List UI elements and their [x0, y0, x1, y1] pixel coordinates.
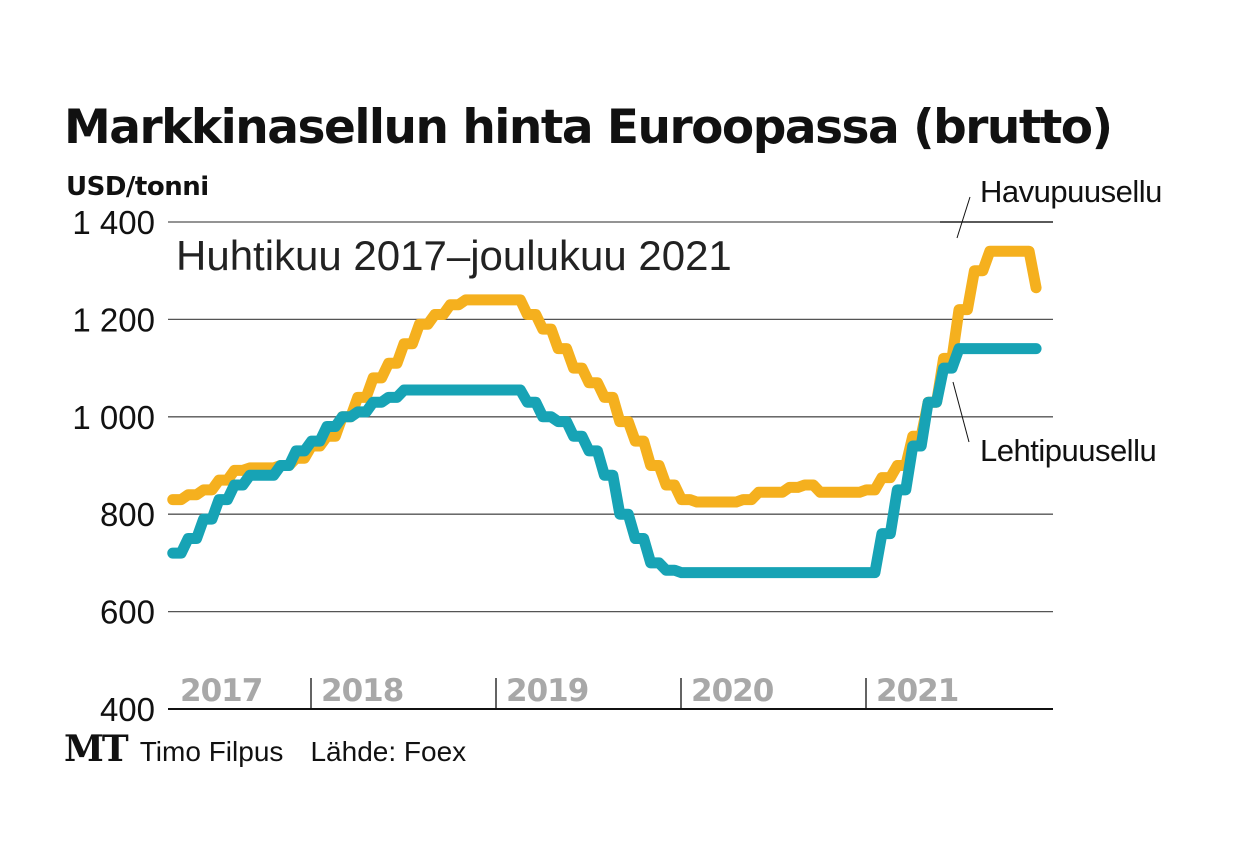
y-tick-label: 600 [100, 594, 155, 631]
x-year-label: 2018 [321, 673, 403, 709]
chart-subtitle: Huhtikuu 2017–joulukuu 2021 [176, 232, 732, 279]
y-axis-unit-label: USD/tonni [66, 172, 209, 202]
y-tick-label: 1 400 [72, 204, 155, 241]
source-credit: Lähde: Foex [310, 736, 467, 767]
y-tick-label: 1 000 [72, 399, 155, 436]
label-leader-line [956, 196, 971, 239]
series-label-lehtipuusellu: Lehtipuusellu [980, 433, 1156, 468]
author-credit: Timo Filpus [139, 736, 284, 767]
mt-logo: MT [64, 728, 129, 770]
y-tick-label: 800 [100, 496, 155, 533]
x-year-label: 2021 [876, 673, 958, 709]
x-year-label: 2017 [180, 673, 262, 709]
footer: MT Timo Filpus Lähde: Foex [64, 728, 466, 770]
chart-title: Markkinasellun hinta Euroopassa (brutto) [64, 100, 1113, 155]
series-line-lehtipuusellu [167, 343, 1042, 579]
y-tick-label: 400 [100, 691, 155, 728]
label-leader-line [952, 381, 970, 443]
series-label-havupuusellu: Havupuusellu [980, 174, 1162, 209]
x-year-label: 2019 [506, 673, 588, 709]
y-tick-label: 1 200 [72, 301, 155, 338]
x-year-label: 2020 [691, 673, 774, 709]
